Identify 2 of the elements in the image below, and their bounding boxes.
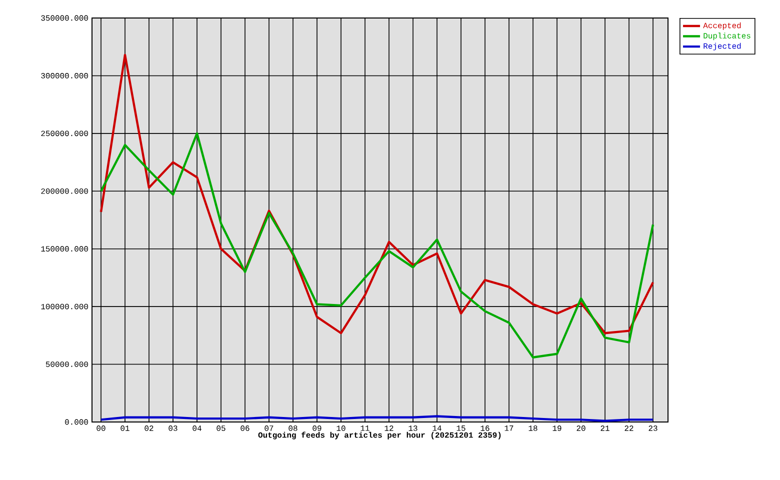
line-series — [100, 54, 654, 334]
line-series — [100, 132, 654, 358]
